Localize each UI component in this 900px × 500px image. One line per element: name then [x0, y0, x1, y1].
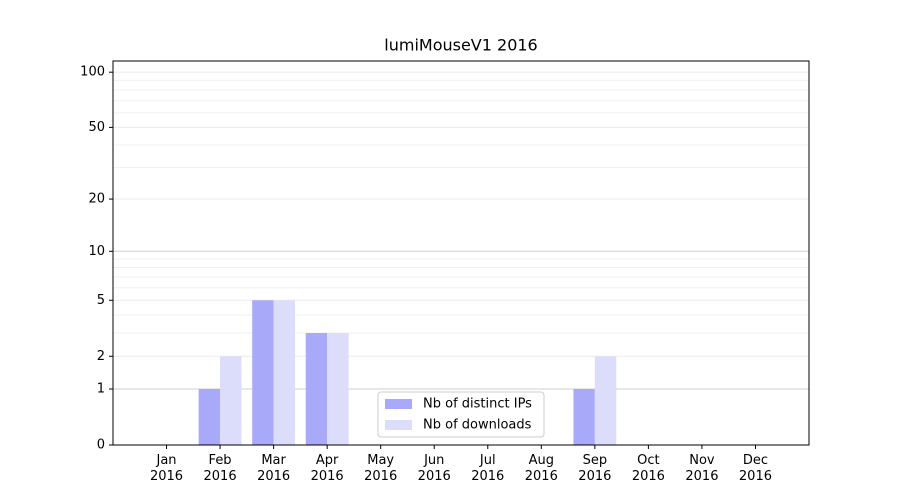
- legend-box: [377, 391, 545, 438]
- bar: [273, 300, 296, 445]
- bar: [198, 389, 221, 445]
- legend: Nb of distinct IPs Nb of downloads: [377, 391, 545, 438]
- bar: [594, 356, 617, 445]
- x-tick-label: Oct 2016: [631, 453, 665, 484]
- x-tick-label: Sep 2016: [578, 453, 612, 484]
- x-tick-label: Dec 2016: [738, 453, 772, 484]
- y-tick-label: 1: [97, 382, 105, 397]
- x-tick-label: Feb 2016: [203, 453, 237, 484]
- bar: [220, 356, 242, 445]
- x-tick-label: Jan 2016: [149, 453, 184, 484]
- y-tick-label: 2: [97, 349, 105, 364]
- chart-title: lumiMouseV1 2016: [384, 36, 537, 55]
- y-tick-label: 50: [88, 120, 105, 135]
- bar: [305, 333, 328, 445]
- x-tick-label: Jun 2016: [417, 453, 451, 484]
- x-tick-label: Aug 2016: [524, 453, 558, 484]
- y-tick-label: 100: [80, 65, 105, 80]
- y-tick-label: 20: [88, 192, 105, 207]
- legend-label: Nb of downloads: [423, 418, 532, 433]
- x-tick-label: Jul 2016: [471, 453, 505, 484]
- y-tick-label: 10: [88, 244, 105, 259]
- y-tick-label: 5: [97, 293, 105, 308]
- y-tick-label: 0: [97, 438, 105, 453]
- legend-swatch: [385, 420, 412, 430]
- x-tick-label: Mar 2016: [257, 453, 291, 484]
- bar: [252, 300, 274, 445]
- legend-label: Nb of distinct IPs: [423, 397, 532, 412]
- legend-swatch: [385, 399, 412, 409]
- x-tick-label: Apr 2016: [310, 453, 344, 484]
- x-tick-label: May 2016: [364, 453, 398, 484]
- plot-frame: [112, 60, 810, 446]
- bar: [327, 333, 349, 445]
- x-tick-label: Nov 2016: [685, 453, 719, 484]
- bar: [573, 389, 595, 445]
